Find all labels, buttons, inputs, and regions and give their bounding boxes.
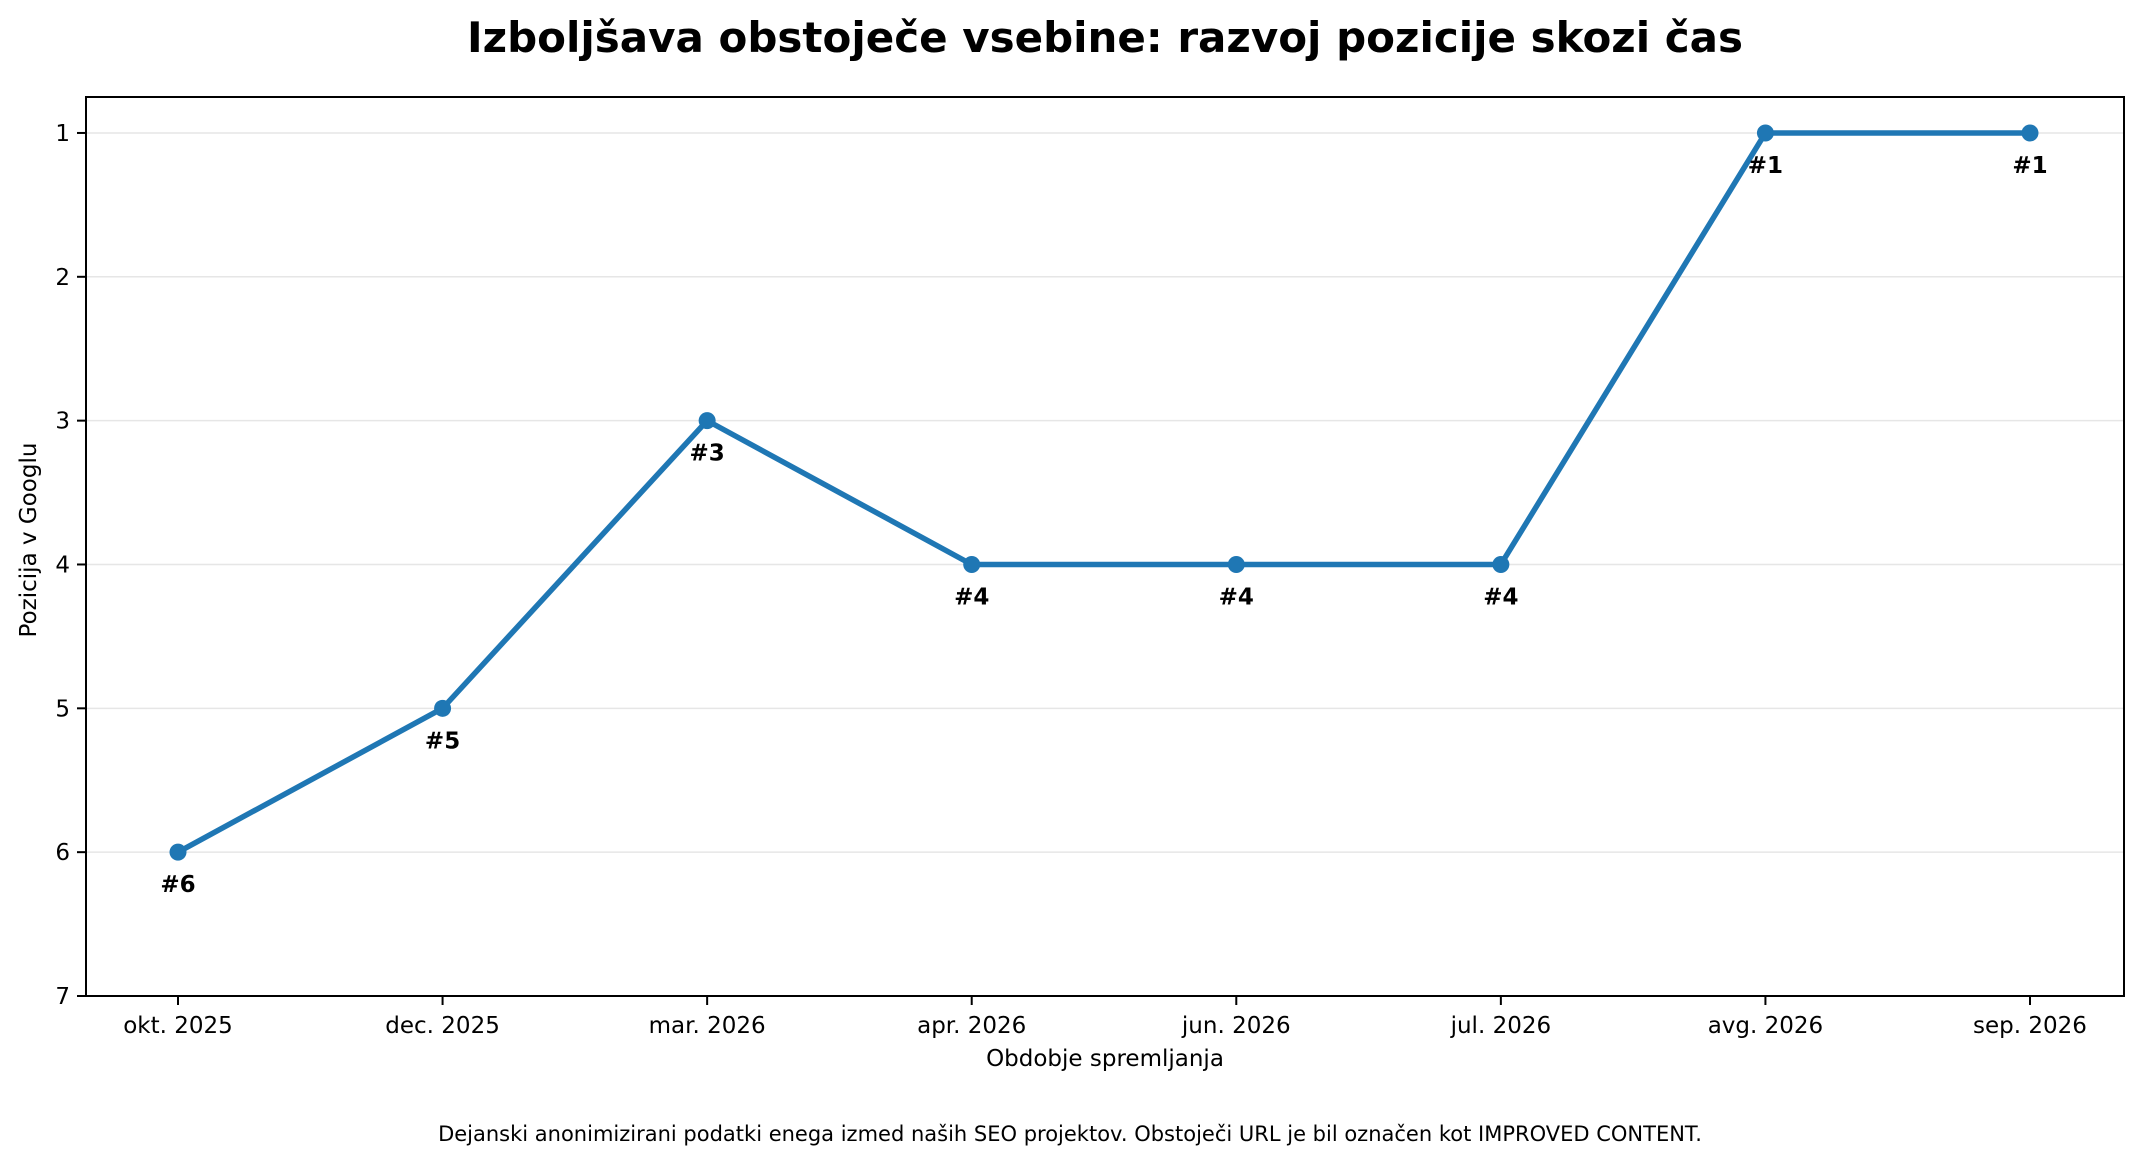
data-labels: #6 #5 #3 #4 #4 #4 #1 #1	[160, 153, 2047, 898]
x-tick-label: dec. 2025	[385, 1013, 500, 1039]
x-tick-label: sep. 2026	[1973, 1013, 2087, 1039]
data-points	[169, 124, 2039, 861]
data-label: #5	[425, 728, 460, 754]
data-point	[698, 412, 716, 430]
data-label: #1	[1748, 153, 1783, 179]
data-point	[169, 843, 187, 861]
y-axis-ticks: 1 2 3 4 5 6 7	[55, 121, 86, 1010]
y-axis-label: Pozicija v Googlu	[16, 443, 42, 638]
y-tick-label: 3	[55, 409, 70, 435]
chart-title: Izboljšava obstoječe vsebine: razvoj poz…	[467, 13, 1743, 62]
grid-lines	[86, 132, 2124, 853]
x-tick-label: avg. 2026	[1708, 1013, 1823, 1039]
y-tick-label: 7	[55, 984, 70, 1010]
data-label: #6	[160, 872, 195, 898]
data-point	[434, 699, 452, 717]
x-tick-label: jun. 2026	[1181, 1013, 1291, 1039]
y-tick-label: 4	[55, 552, 70, 578]
series-line-layer	[175, 130, 2033, 855]
y-tick-label: 2	[55, 265, 70, 291]
x-tick-label: jul. 2026	[1450, 1013, 1552, 1039]
y-tick-label: 6	[55, 840, 70, 866]
footnote: Dejanski anonimizirani podatki enega izm…	[438, 1122, 1702, 1146]
data-point	[1227, 555, 1245, 573]
x-tick-label: apr. 2026	[917, 1013, 1026, 1039]
data-label: #4	[1219, 584, 1254, 610]
data-label: #3	[690, 441, 725, 467]
y-tick-label: 1	[55, 121, 70, 147]
data-point	[1492, 555, 1510, 573]
x-axis-ticks: okt. 2025 dec. 2025 mar. 2026 apr. 2026 jun.…	[123, 996, 2087, 1039]
data-point	[1756, 124, 1774, 142]
data-label: #4	[954, 584, 989, 610]
data-point	[2021, 124, 2039, 142]
data-label: #4	[1483, 584, 1518, 610]
y-tick-label: 5	[55, 696, 70, 722]
data-point	[963, 555, 981, 573]
plot-frame	[85, 96, 2125, 997]
x-tick-label: okt. 2025	[123, 1013, 233, 1039]
data-label: #1	[2012, 153, 2047, 179]
series-line	[175, 130, 2033, 855]
x-tick-label: mar. 2026	[649, 1013, 766, 1039]
x-axis-label: Obdobje spremljanja	[986, 1046, 1224, 1072]
